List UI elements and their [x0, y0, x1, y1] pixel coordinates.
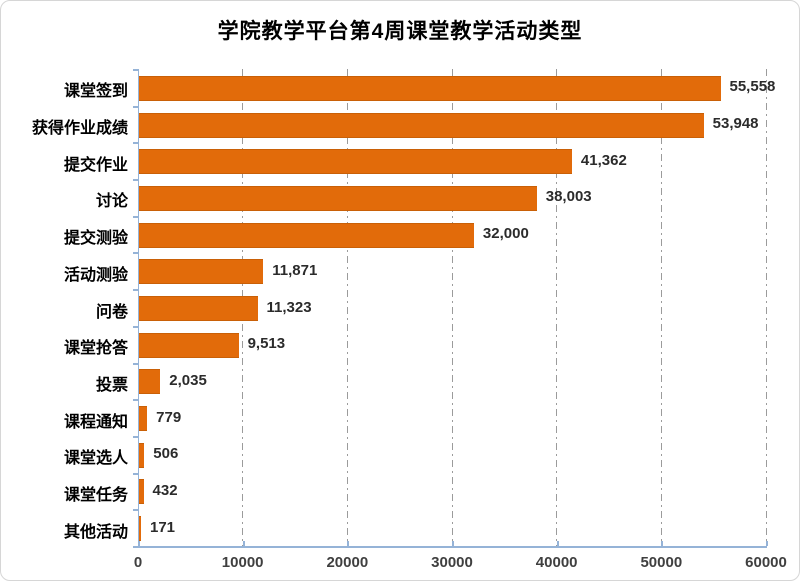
- value-label: 432: [152, 481, 178, 499]
- y-axis-tick: [133, 472, 138, 475]
- y-axis-tick: [133, 325, 138, 328]
- x-axis-tick: [766, 541, 768, 546]
- y-axis-tick: [133, 362, 138, 365]
- y-axis-tick: [133, 509, 138, 512]
- category-label: 讨论: [95, 193, 128, 211]
- x-axis-tick-label: 40000: [535, 554, 578, 571]
- value-label: 9,513: [247, 335, 286, 353]
- y-axis-tick: [133, 105, 138, 108]
- bar: [139, 369, 161, 395]
- value-label: 41,362: [580, 151, 627, 169]
- y-axis-tick: [133, 546, 138, 548]
- category-label: 其他活动: [63, 523, 128, 541]
- bar: [139, 112, 704, 138]
- y-axis-tick: [133, 399, 138, 402]
- y-axis-tick: [133, 142, 138, 145]
- chart-title: 学院教学平台第4周课堂教学活动类型: [217, 20, 583, 43]
- x-axis-tick: [452, 541, 454, 546]
- category-label: 课堂任务: [63, 486, 128, 504]
- value-label: 506: [153, 445, 179, 463]
- category-label: 投票: [95, 376, 128, 394]
- x-axis-tick-label: 30000: [431, 554, 473, 571]
- x-axis-tick-label: 60000: [745, 554, 787, 571]
- x-axis-tick: [347, 541, 350, 546]
- y-axis-tick: [133, 179, 138, 182]
- x-axis-line: [138, 546, 767, 548]
- bar: [139, 222, 474, 248]
- bar: [139, 332, 239, 358]
- x-axis-tick-label: 10000: [221, 554, 264, 571]
- y-axis-tick: [133, 289, 138, 292]
- bar: [139, 516, 141, 542]
- x-axis-tick-label: 50000: [640, 554, 683, 571]
- bar: [139, 149, 572, 175]
- bar: [139, 442, 145, 468]
- category-label: 提交作业: [63, 156, 128, 174]
- value-label: 11,871: [272, 261, 318, 279]
- bar: [139, 296, 258, 321]
- bar: [139, 185, 537, 211]
- x-axis-tick: [556, 541, 559, 546]
- value-label: 32,000: [482, 225, 529, 243]
- bar: [139, 259, 264, 285]
- value-label: 2,035: [169, 371, 207, 389]
- category-label: 问卷: [95, 303, 128, 321]
- y-axis-tick: [133, 215, 138, 218]
- category-label: 课堂选人: [63, 450, 128, 468]
- x-axis-tick: [661, 541, 664, 546]
- y-axis-tick: [133, 69, 138, 71]
- value-label: 11,323: [266, 298, 312, 316]
- gridline: [451, 69, 453, 546]
- gridline: [765, 69, 767, 546]
- value-label: 53,948: [712, 115, 759, 133]
- category-label: 活动测验: [63, 266, 128, 284]
- x-axis-tick: [138, 541, 140, 546]
- x-axis-tick-label: 20000: [326, 554, 369, 571]
- value-label: 55,558: [729, 78, 776, 96]
- gridline: [346, 69, 348, 546]
- y-axis-line: [138, 69, 139, 546]
- x-axis-tick-label: 0: [133, 554, 143, 571]
- category-label: 课堂抢答: [63, 340, 128, 358]
- gridline: [660, 69, 662, 546]
- bar: [139, 406, 148, 432]
- category-label: 获得作业成绩: [31, 120, 128, 138]
- x-axis-tick: [242, 541, 245, 546]
- gridline: [556, 69, 558, 546]
- bar: [139, 479, 144, 505]
- category-label: 课堂签到: [63, 83, 128, 101]
- y-axis-tick: [133, 435, 138, 438]
- value-label: 38,003: [545, 188, 592, 206]
- value-label: 779: [156, 408, 182, 426]
- category-label: 课程通知: [63, 413, 128, 431]
- value-label: 171: [150, 518, 176, 536]
- bar: [139, 75, 721, 101]
- y-axis-tick: [133, 252, 138, 255]
- category-label: 提交测验: [63, 230, 128, 248]
